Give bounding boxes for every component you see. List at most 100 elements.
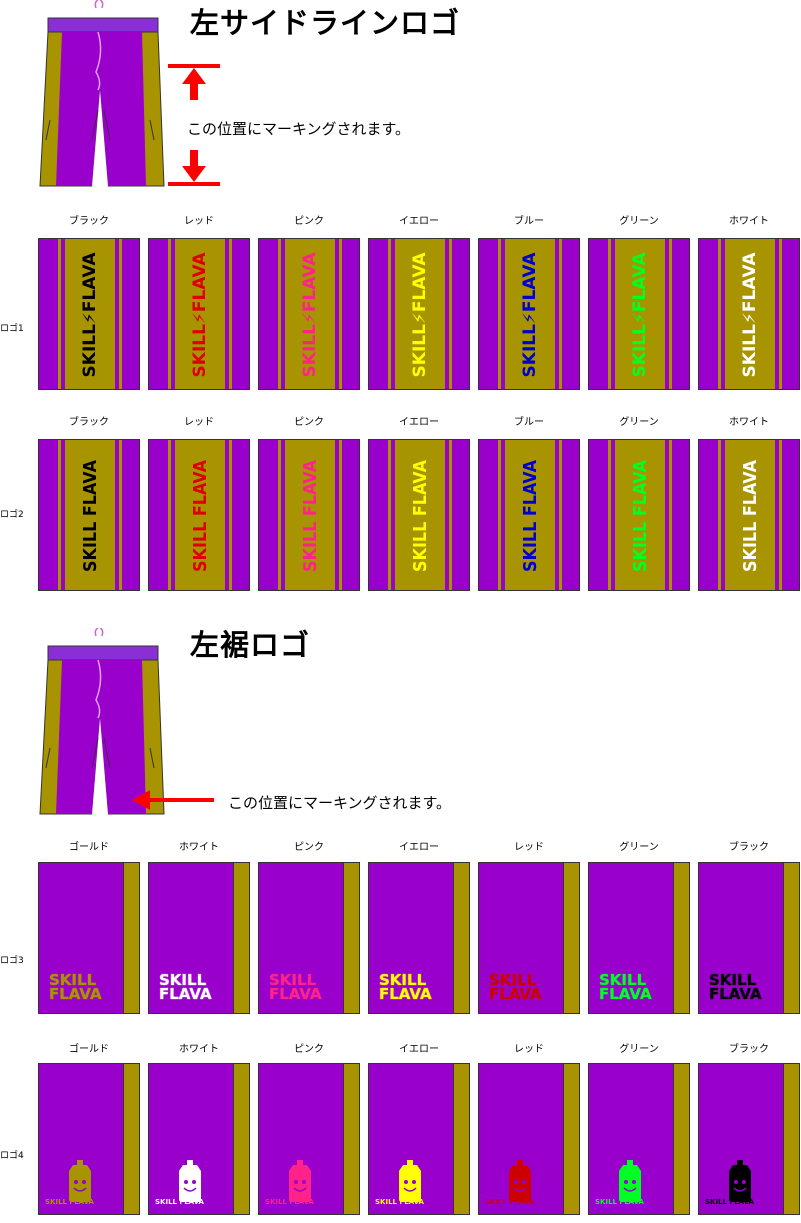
marking-position-arrow: [132, 790, 214, 810]
side-stripe: [498, 440, 501, 590]
logo-color-swatch: SKILL FLAVA: [38, 439, 140, 591]
side-logo-text: SKILL FLAVA: [79, 460, 101, 572]
side-stripe: [58, 440, 61, 590]
side-stripe: [229, 440, 232, 590]
graffiti-logo-text: SKILL FLAVA: [269, 971, 322, 1003]
graffiti-logo-text: SKILL FLAVA: [489, 971, 542, 1003]
logo-color-swatch: SKILL FLAVA: [148, 862, 250, 1014]
color-name-label: ピンク: [294, 842, 324, 853]
spray-can-icon: [729, 1160, 751, 1202]
color-name-label: ブルー: [514, 216, 544, 227]
logo-color-swatch: SKILL FLAVA: [148, 1063, 250, 1215]
hem-side-stripe: [123, 863, 139, 1013]
logo-color-swatch: SKILL FLAVA: [478, 1063, 580, 1215]
graffiti-logo-text: SKILL FLAVA: [379, 971, 432, 1003]
side-stripe: [388, 239, 391, 389]
pants-side-illustration: [39, 0, 165, 187]
spray-logo-text: SKILL FLAVA: [485, 1198, 534, 1206]
side-stripe: [449, 239, 452, 389]
side-stripe: [718, 239, 721, 389]
logo-color-swatch: SKILL⚡FLAVA: [588, 238, 690, 390]
side-line-band: [65, 239, 115, 389]
side-stripe: [229, 239, 232, 389]
hem-side-stripe: [343, 1064, 359, 1214]
graffiti-logo-text: SKILL FLAVA: [599, 971, 652, 1003]
side-stripe: [339, 440, 342, 590]
spray-can-icon: [509, 1160, 531, 1202]
color-name-label: ピンク: [294, 1044, 324, 1055]
graffiti-logo-text: SKILL FLAVA: [49, 971, 102, 1003]
side-line-band: [615, 440, 665, 590]
logo-color-swatch: SKILL⚡FLAVA: [258, 238, 360, 390]
spray-logo-text: SKILL FLAVA: [265, 1198, 314, 1206]
side-stripe: [779, 440, 782, 590]
color-name-label: レッド: [514, 1044, 544, 1055]
hem-side-stripe: [563, 863, 579, 1013]
hem-side-stripe: [673, 863, 689, 1013]
side-logo-text: SKILL FLAVA: [519, 460, 541, 572]
side-stripe: [168, 440, 171, 590]
logo-color-swatch: SKILL FLAVA: [368, 862, 470, 1014]
side-logo-text: SKILL⚡FLAVA: [410, 252, 430, 378]
color-name-label: グリーン: [619, 1044, 659, 1055]
marking-position-note: この位置にマーキングされます。: [187, 120, 411, 138]
logo-color-swatch: SKILL FLAVA: [588, 439, 690, 591]
spray-can-icon: [289, 1160, 311, 1202]
color-name-label: レッド: [184, 216, 214, 227]
hem-side-stripe: [453, 1064, 469, 1214]
side-stripe: [278, 440, 281, 590]
spray-logo-text: SKILL FLAVA: [45, 1198, 94, 1206]
color-name-label: ゴールド: [69, 842, 109, 853]
hem-side-stripe: [783, 1064, 799, 1214]
color-name-label: ピンク: [294, 417, 324, 428]
side-logo-text: SKILL FLAVA: [409, 460, 431, 572]
hem-side-stripe: [563, 1064, 579, 1214]
logo-color-swatch: SKILL⚡FLAVA: [698, 238, 800, 390]
logo-color-swatch: SKILL FLAVA: [588, 1063, 690, 1215]
graffiti-logo-text: SKILL FLAVA: [709, 971, 762, 1003]
spray-logo-text: SKILL FLAVA: [375, 1198, 424, 1206]
side-line-band: [395, 239, 445, 389]
color-name-label: イエロー: [399, 842, 439, 853]
logo-color-swatch: SKILL FLAVA: [38, 862, 140, 1014]
side-logo-text: SKILL FLAVA: [739, 460, 761, 572]
side-logo-text: SKILL FLAVA: [189, 460, 211, 572]
side-line-band: [395, 440, 445, 590]
side-stripe: [718, 440, 721, 590]
logo-color-swatch: SKILL⚡FLAVA: [148, 238, 250, 390]
color-name-label: グリーン: [619, 842, 659, 853]
logo-color-swatch: SKILL FLAVA: [368, 439, 470, 591]
row-label-logo4: ロゴ4: [0, 1151, 24, 1161]
spray-can-icon: [619, 1160, 641, 1202]
side-line-band: [505, 239, 555, 389]
spray-logo-text: SKILL FLAVA: [705, 1198, 754, 1206]
hem-side-stripe: [453, 863, 469, 1013]
logo-color-swatch: SKILL FLAVA: [698, 1063, 800, 1215]
side-line-band: [65, 440, 115, 590]
color-name-label: ホワイト: [179, 842, 219, 853]
logo-color-swatch: SKILL FLAVA: [258, 862, 360, 1014]
color-name-label: グリーン: [619, 417, 659, 428]
color-name-label: ブラック: [729, 1044, 769, 1055]
side-line-band: [175, 239, 225, 389]
logo-color-swatch: SKILL FLAVA: [258, 1063, 360, 1215]
side-stripe: [559, 239, 562, 389]
spray-can-icon: [69, 1160, 91, 1202]
side-stripe: [669, 239, 672, 389]
side-stripe: [388, 440, 391, 590]
logo-color-swatch: SKILL FLAVA: [698, 439, 800, 591]
side-stripe: [339, 239, 342, 389]
hem-side-stripe: [233, 863, 249, 1013]
color-name-label: イエロー: [399, 417, 439, 428]
side-stripe: [119, 440, 122, 590]
logo-color-swatch: SKILL FLAVA: [588, 862, 690, 1014]
logo-color-swatch: SKILL FLAVA: [258, 439, 360, 591]
logo-color-swatch: SKILL FLAVA: [38, 1063, 140, 1215]
color-name-label: ブルー: [514, 417, 544, 428]
spray-logo-text: SKILL FLAVA: [155, 1198, 204, 1206]
side-line-band: [615, 239, 665, 389]
logo-color-swatch: SKILL⚡FLAVA: [368, 238, 470, 390]
hem-side-stripe: [673, 1064, 689, 1214]
hem-marking-position-note: この位置にマーキングされます。: [228, 794, 452, 812]
pants-hem-illustration: [39, 628, 165, 815]
